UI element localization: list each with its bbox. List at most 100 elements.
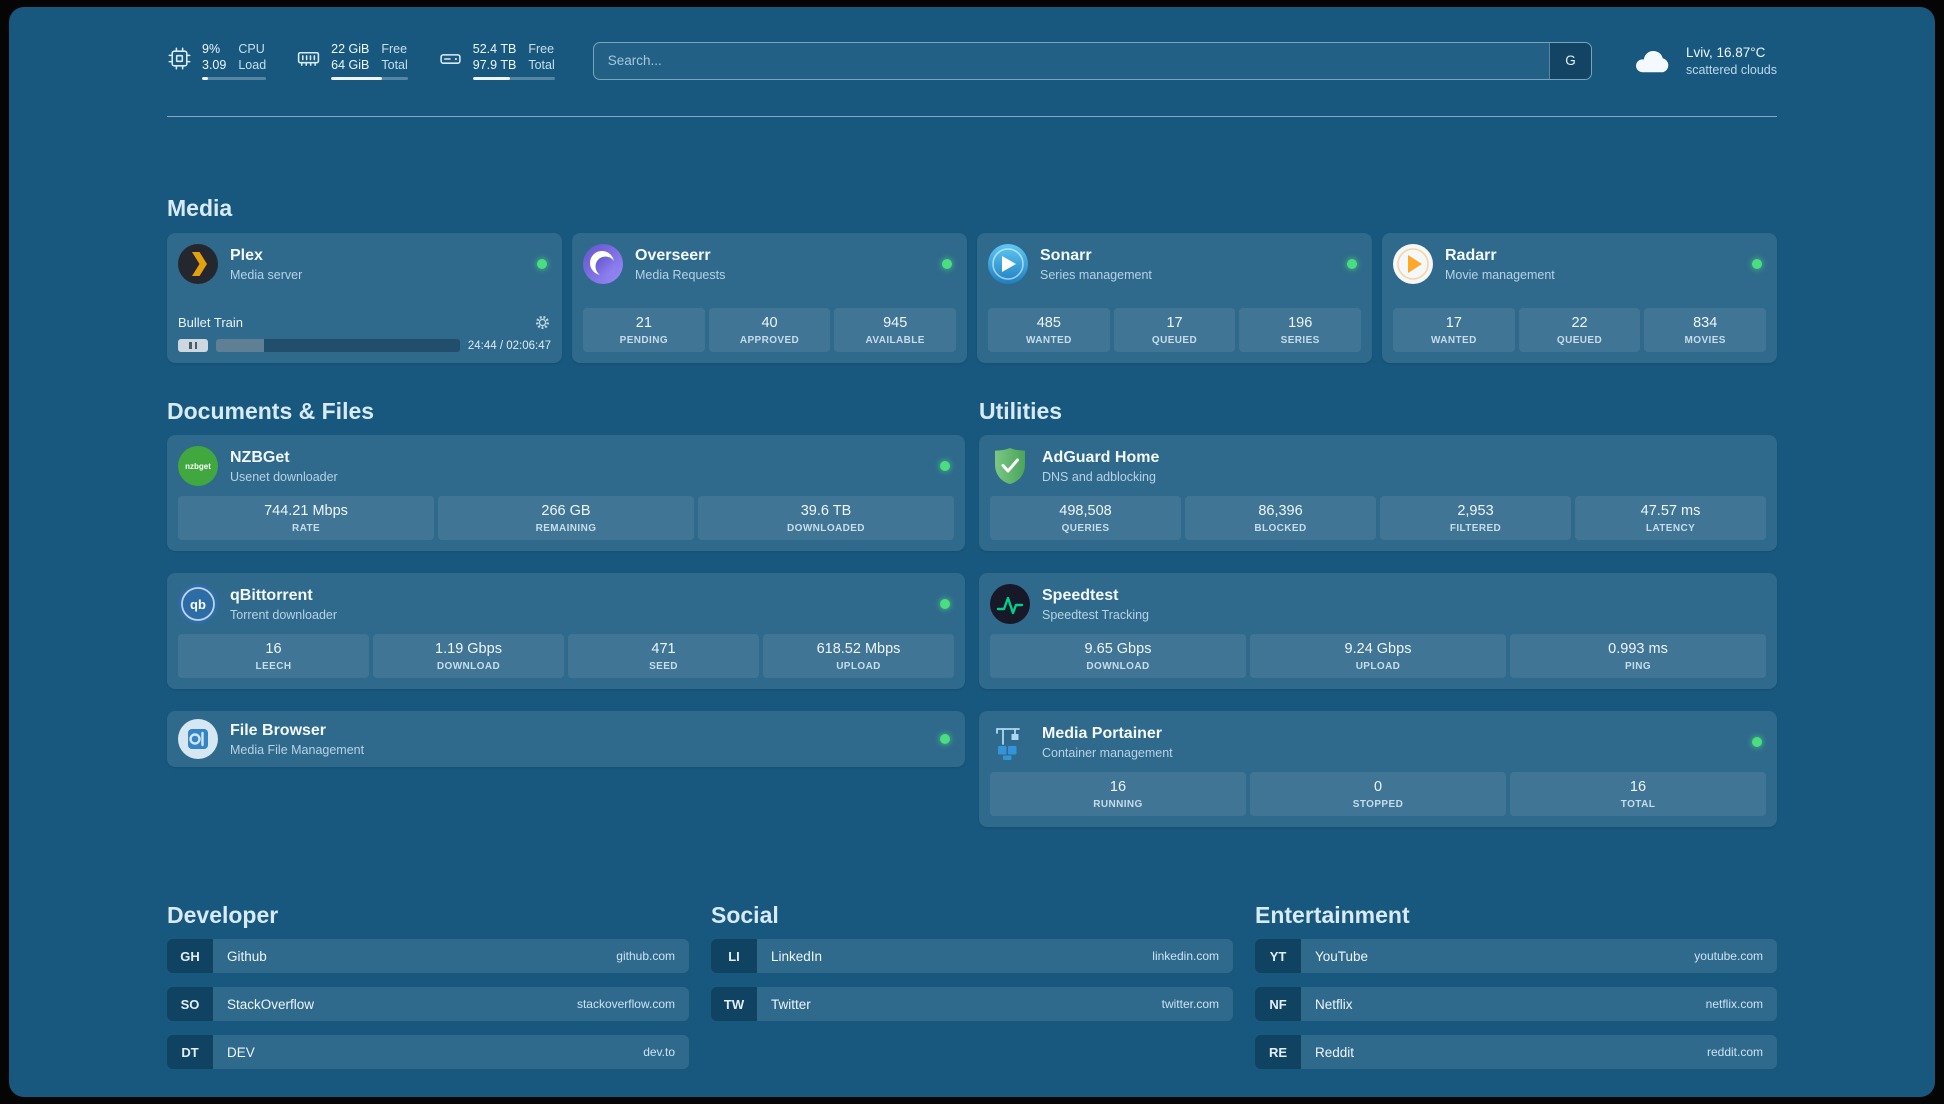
service-card-overseerr[interactable]: Overseerr Media Requests 21 PENDING 40 A… [572, 233, 967, 363]
service-card-qbittorrent[interactable]: qb qBittorrent Torrent downloader [167, 573, 965, 689]
bookmark-abbr: LI [711, 939, 757, 973]
service-card-radarr[interactable]: Radarr Movie management 17 WANTED 22 QUE… [1382, 233, 1777, 363]
bookmark-domain: youtube.com [1694, 949, 1763, 963]
bookmarks-section: Developer GH Github github.com SO StackO… [167, 900, 1777, 1097]
top-bar: 9% 3.09 CPU Load [167, 7, 1777, 80]
bookmark-twitter[interactable]: TW Twitter twitter.com [711, 987, 1233, 1021]
service-name: File Browser [230, 721, 327, 739]
disk-icon [438, 46, 463, 71]
bookmark-domain: stackoverflow.com [576, 997, 675, 1011]
bookmark-linkedin[interactable]: LI LinkedIn linkedin.com [711, 939, 1233, 973]
nzbget-card-header: nzbget NZBGet Usenet downloader [178, 446, 954, 486]
sonarr-title-block: Sonarr Series management [1040, 246, 1335, 283]
service-description: DNS and adblocking [1042, 469, 1156, 484]
disk-free-label: Free [528, 42, 555, 56]
bookmark-dev[interactable]: DT DEV dev.to [167, 1035, 689, 1069]
service-card-speedtest[interactable]: Speedtest Speedtest Tracking 9.65 Gbps D… [979, 573, 1777, 689]
speedtest-icon [990, 584, 1030, 624]
bookmark-group-social: Social LI LinkedIn linkedin.com TW Twitt… [711, 900, 1233, 1069]
bookmark-domain: dev.to [643, 1045, 675, 1059]
bookmark-domain: twitter.com [1161, 997, 1219, 1011]
service-name: Sonarr [1040, 246, 1092, 264]
settings-gear-icon[interactable] [534, 314, 551, 331]
documents-column: Documents & Files nzbget [167, 396, 965, 827]
status-online-dot [1752, 259, 1762, 269]
bookmark-body: Twitter twitter.com [757, 987, 1233, 1021]
bookmark-name: Github [227, 948, 267, 964]
documents-utilities-section: Documents & Files nzbget [167, 396, 1777, 827]
sonarr-card-header: Sonarr Series management [988, 244, 1361, 284]
service-description: Speedtest Tracking [1042, 607, 1150, 622]
bookmark-stackoverflow[interactable]: SO StackOverflow stackoverflow.com [167, 987, 689, 1021]
bookmark-abbr: NF [1255, 987, 1301, 1021]
nzbget-title-block: NZBGet Usenet downloader [230, 448, 928, 485]
memory-icon [296, 46, 321, 71]
service-description: Usenet downloader [230, 469, 338, 484]
plex-icon [178, 244, 218, 284]
bookmark-github[interactable]: GH Github github.com [167, 939, 689, 973]
plex-playback-controls: 24:44 / 02:06:47 [178, 339, 551, 352]
plex-now-playing-row: Bullet Train [178, 306, 551, 331]
bookmark-reddit[interactable]: RE Reddit reddit.com [1255, 1035, 1777, 1069]
bookmark-netflix[interactable]: NF Netflix netflix.com [1255, 987, 1777, 1021]
bookmark-domain: linkedin.com [1152, 949, 1219, 963]
service-card-filebrowser[interactable]: File Browser Media File Management [167, 711, 965, 767]
service-card-plex[interactable]: Plex Media server Bullet Train [167, 233, 562, 363]
bookmark-youtube[interactable]: YT YouTube youtube.com [1255, 939, 1777, 973]
stat-latency: 47.57 ms LATENCY [1575, 496, 1766, 540]
plex-title-block: Plex Media server [230, 246, 525, 283]
search-bar: G [592, 41, 1592, 80]
weather-condition: scattered clouds [1685, 62, 1777, 77]
pause-button[interactable] [178, 339, 208, 352]
speedtest-title-block: Speedtest Speedtest Tracking [1042, 586, 1766, 623]
entertainment-bookmarks: YT YouTube youtube.com NF Netflix netfli… [1255, 939, 1777, 1069]
portainer-title-block: Media Portainer Container management [1042, 724, 1740, 761]
service-description: Media Requests [635, 267, 726, 282]
disk-widget: 52.4 TB 97.9 TB Free Total [438, 41, 555, 80]
memory-widget-body: 22 GiB 64 GiB Free Total [331, 41, 408, 80]
weather-text: Lviv, 16.87°C scattered clouds [1686, 44, 1777, 78]
playback-progress-bar[interactable] [216, 339, 460, 352]
social-group-title: Social [711, 902, 779, 928]
bookmark-abbr: GH [167, 939, 213, 973]
stat-download: 9.65 Gbps DOWNLOAD [990, 634, 1246, 678]
disk-usage-bar [472, 77, 555, 80]
bookmark-domain: reddit.com [1706, 1045, 1763, 1059]
service-name: Speedtest [1042, 586, 1119, 604]
utilities-column: Utilities [979, 396, 1777, 827]
stat-running: 16 RUNNING [990, 772, 1246, 816]
stat-series: 196 SERIES [1239, 308, 1362, 352]
bookmark-body: Github github.com [213, 939, 689, 973]
sonarr-icon [988, 244, 1028, 284]
service-description: Torrent downloader [230, 607, 338, 622]
bookmark-domain: netflix.com [1705, 997, 1763, 1011]
stat-stopped: 0 STOPPED [1250, 772, 1506, 816]
adguard-title-block: AdGuard Home DNS and adblocking [1042, 448, 1766, 485]
bookmark-abbr: YT [1255, 939, 1301, 973]
developer-group-title: Developer [167, 902, 279, 928]
bookmark-abbr: SO [167, 987, 213, 1021]
bookmark-body: Netflix netflix.com [1301, 987, 1777, 1021]
bookmark-body: Reddit reddit.com [1301, 1035, 1777, 1069]
service-card-sonarr[interactable]: Sonarr Series management 485 WANTED 17 Q… [977, 233, 1372, 363]
utilities-section-title: Utilities [979, 398, 1063, 424]
search-provider-button[interactable]: G [1548, 42, 1591, 79]
service-name: qBittorrent [230, 586, 313, 604]
bookmark-name: Netflix [1315, 996, 1353, 1012]
cpu-load-value: 3.09 [202, 58, 227, 72]
disk-free-value: 52.4 TB [472, 42, 517, 56]
service-description: Media File Management [230, 742, 365, 757]
adguard-stats: 498,508 QUERIES 86,396 BLOCKED 2,953 FIL… [990, 486, 1766, 540]
service-card-adguard[interactable]: AdGuard Home DNS and adblocking 498,508 … [979, 435, 1777, 551]
search-input[interactable] [593, 42, 1549, 79]
disk-total-label: Total [528, 58, 555, 72]
svg-text:nzbget: nzbget [185, 462, 211, 471]
bookmark-body: LinkedIn linkedin.com [757, 939, 1233, 973]
stat-queries: 498,508 QUERIES [990, 496, 1181, 540]
cloud-icon [1630, 45, 1674, 77]
cpu-usage-label: CPU [238, 42, 265, 56]
service-card-nzbget[interactable]: nzbget NZBGet Usenet downloader 74 [167, 435, 965, 551]
bookmark-group-developer: Developer GH Github github.com SO StackO… [167, 900, 689, 1069]
service-card-portainer[interactable]: Media Portainer Container management 16 … [979, 711, 1777, 827]
portainer-stats: 16 RUNNING 0 STOPPED 16 TOTAL [990, 762, 1766, 816]
